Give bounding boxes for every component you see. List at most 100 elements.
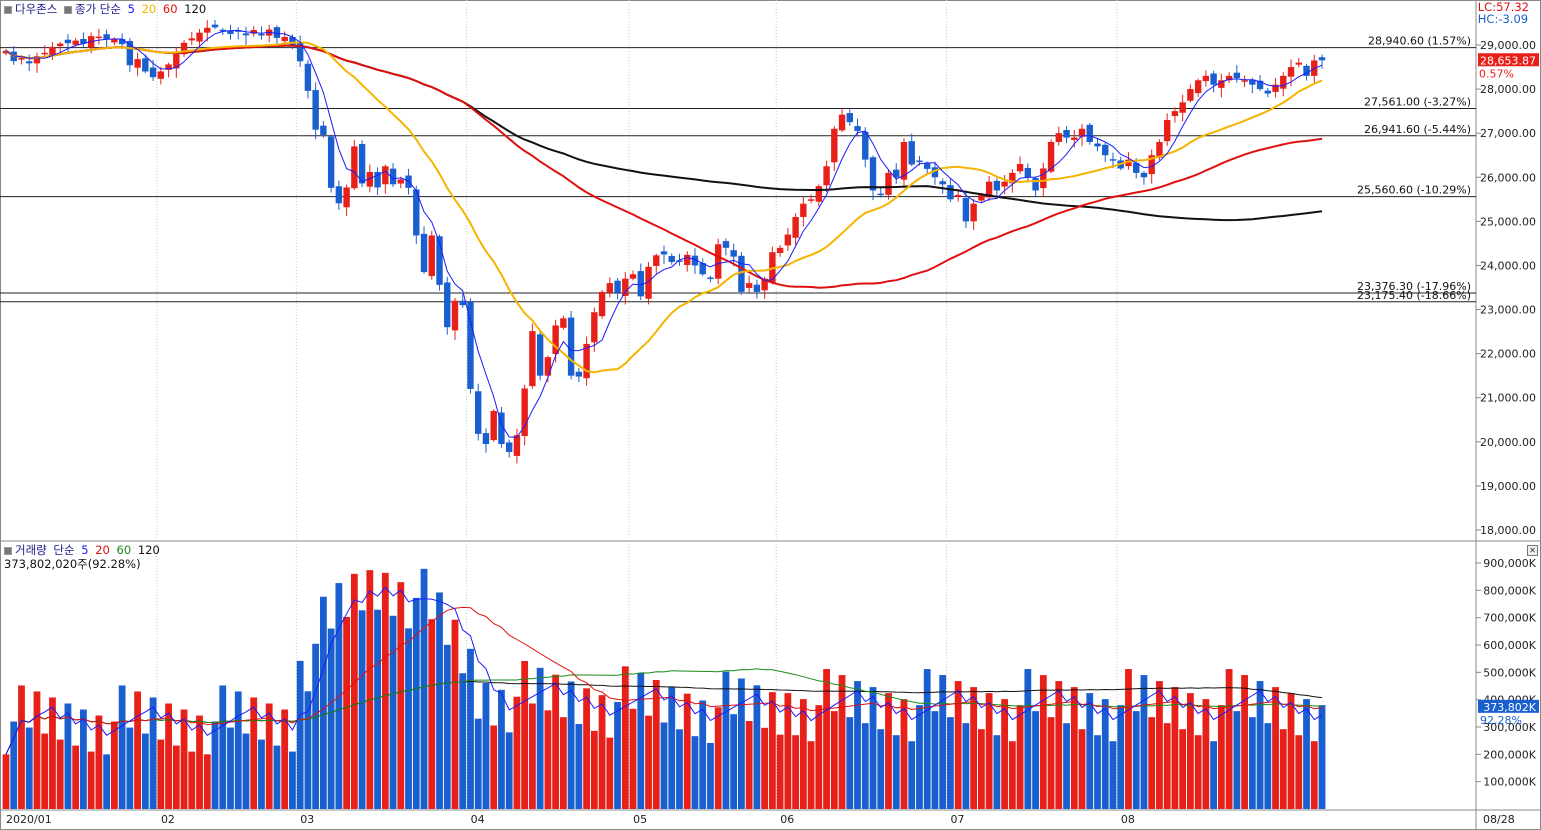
candle-body xyxy=(80,39,87,44)
volume-bar xyxy=(645,715,652,809)
volume-bar xyxy=(745,720,753,809)
candle-body xyxy=(1148,155,1155,175)
volume-bar xyxy=(614,701,621,809)
candle-body xyxy=(1295,62,1302,65)
volume-bar xyxy=(381,572,389,809)
volume-bar xyxy=(1125,669,1132,809)
x-tick-label: 06 xyxy=(780,813,794,826)
volume-panel-icon[interactable] xyxy=(4,546,12,555)
candle-body xyxy=(1241,80,1248,82)
volume-bar xyxy=(436,592,443,809)
x-end-label: 08/28 xyxy=(1483,813,1515,826)
volume-bar xyxy=(1256,681,1264,809)
volume-bar xyxy=(1078,729,1086,809)
volume-bar xyxy=(892,735,900,809)
volume-bar xyxy=(374,609,381,809)
candle-body xyxy=(327,136,335,188)
volume-tick-label: 800,000K xyxy=(1483,584,1536,597)
volume-bar xyxy=(1295,735,1303,809)
candle-body xyxy=(1272,84,1279,92)
candle-body xyxy=(629,274,637,279)
volume-bar xyxy=(474,718,482,809)
volume-bar xyxy=(1032,711,1039,809)
volume-ma120-label: 120 xyxy=(137,543,160,557)
price-tick-label: 22,000.00 xyxy=(1480,348,1536,361)
volume-bar xyxy=(513,696,521,809)
volume-bar xyxy=(1202,699,1210,809)
candle-body xyxy=(1171,111,1179,116)
lc-hc-readout: LC:57.32 HC:-3.09 xyxy=(1478,1,1529,25)
volume-bar xyxy=(529,703,536,809)
candle-body xyxy=(211,24,219,28)
current-price-value: 28,653.87 xyxy=(1480,54,1536,67)
price-panel-icon[interactable] xyxy=(4,5,12,14)
price-tick-label: 28,000.00 xyxy=(1480,83,1536,96)
volume-bar xyxy=(536,667,544,809)
hc-label: HC:-3.09 xyxy=(1477,12,1529,26)
volume-bar xyxy=(923,669,931,809)
ma-icon[interactable] xyxy=(63,5,72,14)
close-icon[interactable]: ✕ xyxy=(1527,545,1538,556)
candle-body xyxy=(389,168,397,185)
volume-bar xyxy=(304,691,312,809)
volume-bar xyxy=(126,727,134,809)
current-price-tag xyxy=(1478,53,1539,67)
volume-bar xyxy=(1148,717,1156,809)
reference-line-label: 23,175.40 (-18.66%) xyxy=(1357,289,1471,302)
volume-ma60-label: 60 xyxy=(116,543,132,557)
candle-body xyxy=(924,163,931,169)
candle-body xyxy=(1133,162,1140,173)
candle-body xyxy=(505,442,513,452)
x-tick-label: 03 xyxy=(300,813,314,826)
volume-bar xyxy=(1233,711,1241,809)
volume-bar xyxy=(350,573,358,809)
candle-body xyxy=(954,194,962,197)
volume-bar xyxy=(1171,687,1179,809)
volume-bar xyxy=(583,688,590,809)
volume-bar xyxy=(954,681,962,809)
candle-body xyxy=(188,38,195,41)
volume-bar xyxy=(451,619,459,809)
ma20-line xyxy=(5,41,1323,374)
volume-tick-label: 300,000K xyxy=(1483,721,1536,734)
volume-bar xyxy=(823,669,830,809)
volume-bar xyxy=(1039,675,1047,809)
volume-bar xyxy=(95,715,103,809)
candle-body xyxy=(1094,143,1101,147)
candle-body xyxy=(33,56,41,64)
price-tick-label: 24,000.00 xyxy=(1480,259,1536,272)
candles-group xyxy=(2,19,1326,464)
candle-body xyxy=(118,39,126,45)
candle-body xyxy=(838,114,846,131)
volume-bar xyxy=(211,721,219,809)
volume-bar xyxy=(947,717,954,809)
volume-ma-label: 단순 xyxy=(53,543,75,557)
price-ma120-label: 120 xyxy=(184,2,207,16)
candle-body xyxy=(993,180,1001,191)
candle-body xyxy=(18,58,25,60)
x-tick-label: 2020/01 xyxy=(6,813,52,826)
volume-bar xyxy=(1303,699,1310,809)
volume-bar xyxy=(1024,669,1032,809)
price-tick-label: 29,000.00 xyxy=(1480,39,1536,52)
candle-body xyxy=(1040,168,1047,189)
price-tick-label: 20,000.00 xyxy=(1480,436,1536,449)
candle-body xyxy=(1109,159,1117,161)
candle-body xyxy=(699,263,706,275)
candle-body xyxy=(908,141,915,165)
candle-body xyxy=(49,46,56,56)
volume-bar xyxy=(1063,723,1070,809)
candle-body xyxy=(931,167,939,178)
candle-body xyxy=(529,331,536,387)
volume-bar xyxy=(629,708,637,809)
volume-bar xyxy=(56,739,64,809)
candle-body xyxy=(1125,159,1132,167)
volume-bar xyxy=(637,673,645,809)
volume-bar xyxy=(1086,693,1094,809)
price-ma60-label: 60 xyxy=(162,2,178,16)
volume-bar xyxy=(699,700,707,809)
candle-body xyxy=(111,39,118,43)
candle-body xyxy=(413,189,420,236)
